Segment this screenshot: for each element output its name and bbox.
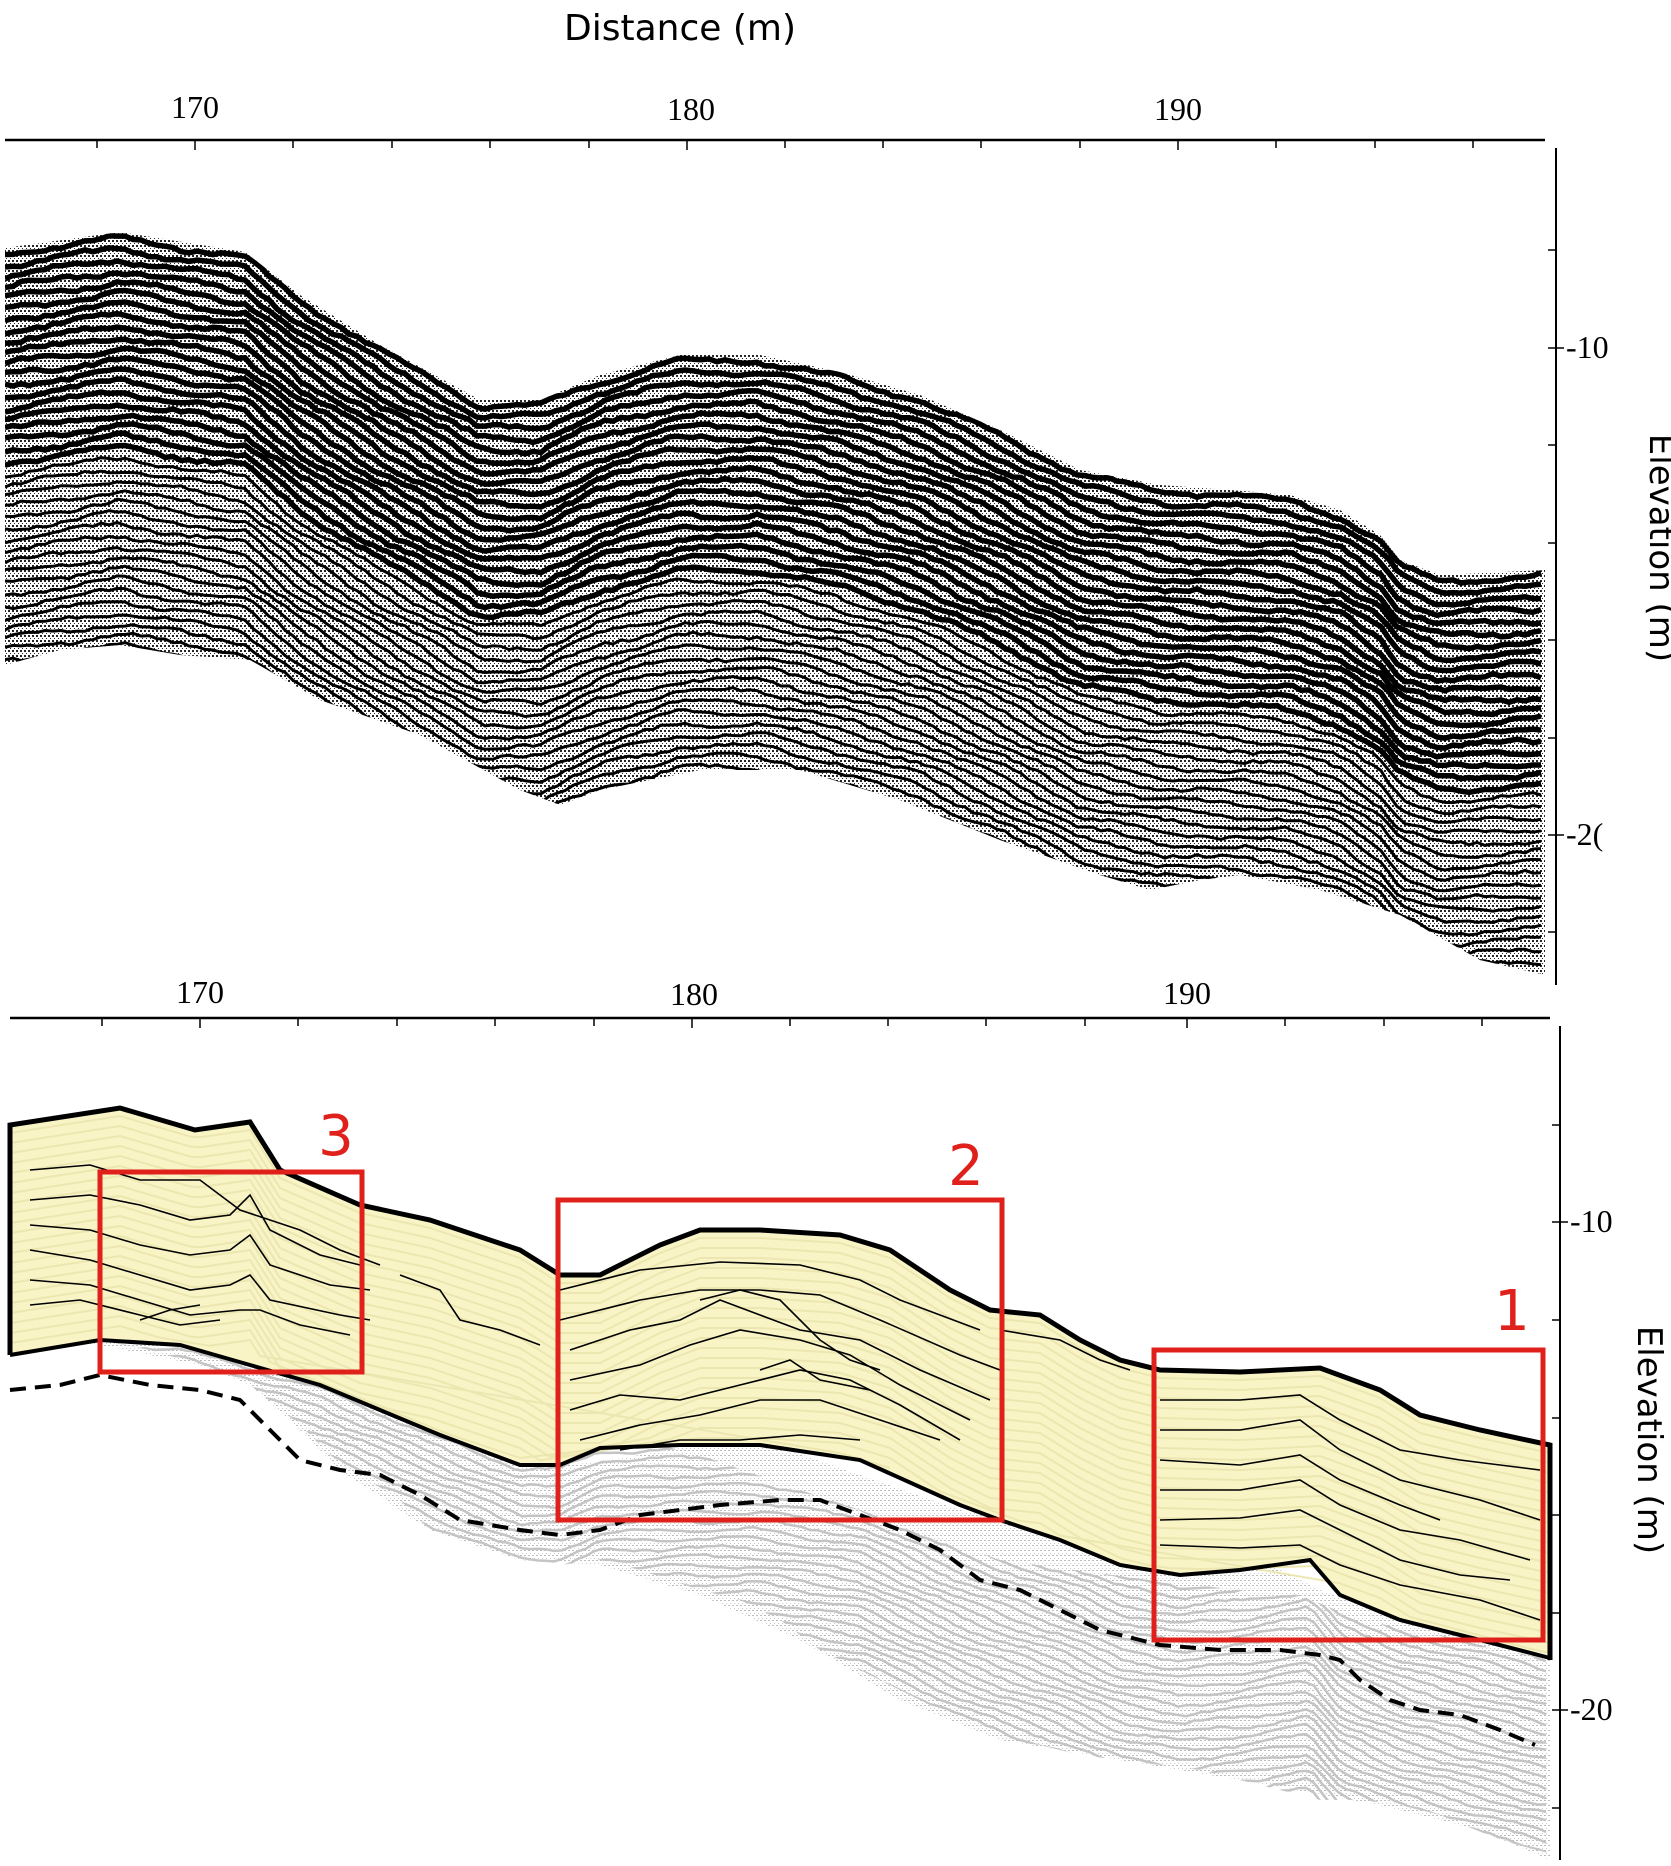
upper-unit-stripe <box>9 1234 1551 1574</box>
top-reflector-line <box>5 355 1542 706</box>
top-reflector-line <box>5 534 1542 882</box>
top-reflector-line <box>5 412 1542 760</box>
top-y-tick-minus10: -10 <box>1566 329 1609 365</box>
top-reflector-line <box>5 430 1542 782</box>
bottom-panel: 170 180 190 -10 -20 Elevation (m) <box>7 974 1669 1860</box>
upper-unit-stripe <box>9 1324 891 1469</box>
top-y-tick-minus20: -2( <box>1566 816 1603 852</box>
box-2 <box>555 1197 1005 1523</box>
distance-title: Distance (m) <box>564 8 796 49</box>
top-reflector-line <box>5 324 1542 674</box>
top-reflector-line <box>5 600 1542 948</box>
unit-base-boundary <box>9 1337 1551 1660</box>
top-reflector-line <box>5 520 1542 872</box>
top-x-tick-180: 180 <box>667 91 715 127</box>
top-reflector-line <box>5 456 1542 805</box>
top-x-tick-190: 190 <box>1154 91 1202 127</box>
upper-unit-stripe <box>9 1244 1551 1584</box>
top-reflector-line <box>5 564 1542 913</box>
top-reflector-line <box>5 442 1542 796</box>
top-reflector-line <box>5 310 1542 664</box>
top-reflector-line <box>5 489 1542 834</box>
box-3 <box>97 1169 365 1375</box>
top-reflector-line <box>5 345 1542 694</box>
top-reflector-line <box>5 270 1542 619</box>
top-reflector-line <box>5 497 1542 847</box>
top-reflector-line <box>5 258 1541 608</box>
top-reflector-line <box>5 586 1542 937</box>
box-1 <box>1151 1347 1546 1643</box>
top-x-tick-170: 170 <box>171 89 219 125</box>
bottom-y-axis-label: Elevation (m) <box>1629 1326 1669 1554</box>
top-reflector-line <box>5 509 1542 859</box>
top-reflector-line <box>5 480 1542 824</box>
top-reflector-line <box>5 336 1542 684</box>
top-reflector-line <box>5 299 1542 652</box>
top-reflector-line <box>5 376 1542 729</box>
bottom-x-minor-ticks <box>101 1018 1483 1028</box>
bottom-y-tick-minus10: -10 <box>1570 1203 1613 1239</box>
box-2-label: 2 <box>948 1134 984 1199</box>
top-reflector-line <box>5 613 1542 959</box>
top-reflector-line <box>5 421 1541 770</box>
upper-unit-stripe <box>9 1124 1551 1464</box>
top-y-ticks <box>1548 249 1564 933</box>
top-seismic-section <box>5 232 1545 975</box>
upper-unit-stripe <box>9 1164 1551 1504</box>
top-panel: 170 180 190 -10 -2( Elevation (m) <box>5 89 1671 985</box>
bottom-x-tick-190: 190 <box>1163 975 1211 1011</box>
upper-unit-stripe <box>9 1184 1551 1524</box>
box-1-label: 1 <box>1494 1279 1530 1344</box>
upper-unit-stripe <box>9 1194 1551 1534</box>
upper-unit-stripe <box>9 1264 1551 1604</box>
upper-unit-stripe <box>9 1314 1551 1654</box>
upper-unit-stripe <box>9 1304 1551 1644</box>
top-reflector-line <box>5 556 1542 901</box>
bottom-x-tick-180: 180 <box>670 976 718 1012</box>
upper-unit-stripe <box>9 1114 1551 1454</box>
top-reflector-line <box>5 278 1542 627</box>
bottom-y-ticks <box>1552 1124 1568 1809</box>
upper-unit-stripe <box>9 1204 1551 1544</box>
upper-unit-stripe <box>9 1284 1551 1624</box>
dashed-boundary <box>9 1372 1536 1747</box>
top-reflector-line <box>5 287 1542 640</box>
top-reflector-line <box>5 402 1542 751</box>
upper-unit-stripe <box>9 1134 1551 1474</box>
box-3-label: 3 <box>318 1104 354 1169</box>
upper-unit-stripe <box>9 1224 1551 1564</box>
bottom-x-tick-170: 170 <box>176 974 224 1010</box>
top-x-minor-ticks <box>96 140 1474 150</box>
bottom-y-tick-minus20: -20 <box>1570 1691 1613 1727</box>
upper-unit-stripe <box>9 1144 1551 1484</box>
top-reflector-line <box>5 366 1542 718</box>
top-reflector-line <box>5 574 1542 925</box>
seafloor-boundary <box>7 1105 1553 1660</box>
top-reflector-line <box>5 233 1542 586</box>
top-reflector-line <box>5 469 1542 816</box>
top-reflector-line <box>5 389 1542 742</box>
annotation-boxes <box>97 1169 1546 1643</box>
top-reflector-line <box>5 546 1542 893</box>
top-reflectors <box>5 233 1542 975</box>
top-y-axis-label: Elevation (m) <box>1641 434 1671 662</box>
upper-unit-stripe <box>9 1214 1551 1554</box>
upper-unit-stripe <box>9 1154 1551 1494</box>
top-reflector-line <box>5 245 1542 597</box>
